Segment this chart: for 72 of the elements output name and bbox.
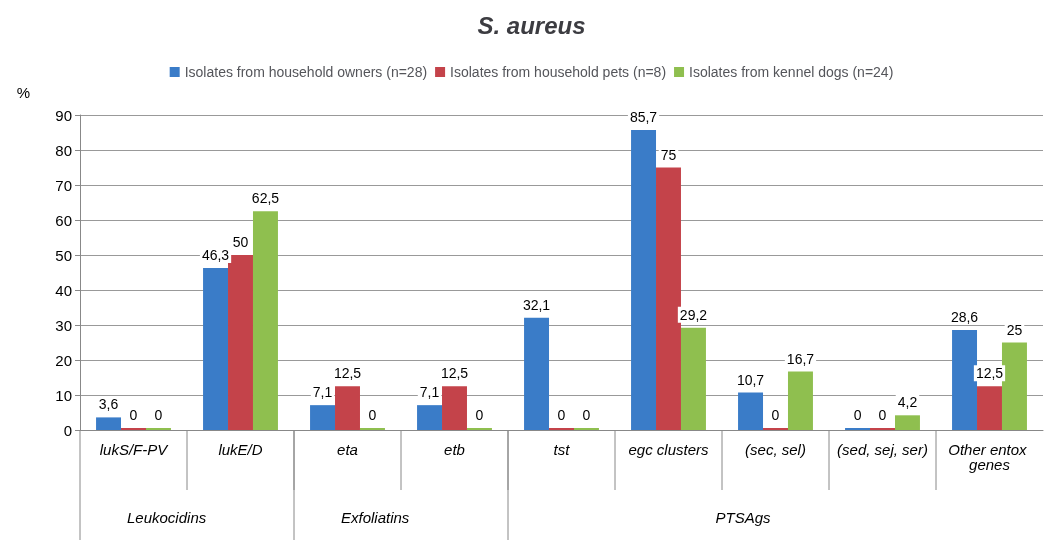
data-label: 12,5 [440,365,469,382]
data-label: 12,5 [333,365,362,382]
data-label: 10,7 [736,371,765,388]
bar [738,392,764,430]
bar [96,417,122,430]
y-tick-label: 60 [55,211,72,229]
bar [417,405,443,430]
legend-label: Isolates from household owners (n=28) [184,64,428,80]
text: Exfoliatins [341,509,410,526]
data-label: 0 [368,407,377,423]
bar [228,255,253,430]
y-tick-label: 0 [63,421,72,439]
bar [977,386,1002,430]
y-tick-label: 10 [55,386,72,404]
data-label: 0 [129,407,138,423]
bar [656,167,681,430]
bar [442,386,467,430]
data-label: 85,7 [629,109,658,126]
legend-label: Isolates from kennel dogs (n=24) [689,64,894,80]
x-tick-label: lukE/D [218,441,263,458]
y-tick-label: 20 [55,351,72,369]
data-label: 12,5 [975,365,1004,382]
data-label: 50 [232,234,249,250]
bar [310,405,336,430]
data-label: 29,2 [679,306,708,323]
data-label: 62,5 [251,190,280,207]
bar [203,267,229,430]
data-label: 7,1 [419,384,440,401]
y-tick-label: 70 [55,176,72,194]
x-tick-label: eta [337,441,358,458]
data-label: 0 [771,407,780,423]
bar [787,371,813,430]
text: PTSAgs [715,509,772,526]
data-label: 0 [154,407,163,423]
chart-title: S. aureus [477,11,586,39]
text: Leukocidins [127,509,207,526]
x-tick-label: (sec, sel) [745,441,806,458]
bar [952,329,978,430]
data-label: 0 [878,407,887,423]
x-tick-label: egc clusters [628,441,710,458]
bar [631,130,657,430]
data-label: 0 [582,407,591,423]
data-label: 0 [557,407,566,423]
data-label: 0 [475,407,484,423]
data-label: 46,3 [201,246,230,263]
bar [252,211,278,430]
bar [894,415,920,430]
data-label: 7,1 [312,384,333,401]
data-label: 3,6 [98,396,119,413]
x-tick-label: etb [444,441,465,458]
bar [524,317,550,430]
data-label: 75 [660,146,677,163]
y-tick-label: 40 [55,281,72,299]
data-label: 25 [1006,321,1023,338]
bar [335,386,360,430]
x-tick-label: tst [553,441,571,458]
data-label: 32,1 [522,296,551,313]
data-label: 28,6 [950,308,979,325]
data-label: 4,2 [897,394,918,411]
y-tick-label: 80 [55,141,72,159]
data-label: 0 [853,407,862,423]
bar [1001,342,1027,430]
data-label: 16,7 [786,350,815,367]
y-tick-label: 30 [55,316,72,334]
y-tick-label: 90 [55,106,72,124]
x-tick-label: lukS/F-PV [99,441,170,458]
legend-label: Isolates from household pets (n=8) [450,64,667,80]
y-tick-label: 50 [55,246,72,264]
x-tick-label: Other entox genes [948,441,1031,473]
x-tick-label: (sed, sej, ser) [837,441,928,458]
y-axis-title: % [16,84,30,101]
bar [680,327,706,430]
